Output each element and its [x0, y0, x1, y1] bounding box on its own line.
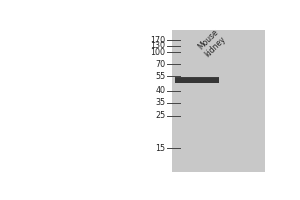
Text: 170: 170 — [150, 36, 165, 45]
Bar — [175, 77, 219, 78]
Text: 100: 100 — [150, 48, 165, 57]
Text: 55: 55 — [155, 72, 165, 81]
Text: 35: 35 — [155, 98, 165, 107]
Bar — [175, 77, 219, 83]
Bar — [172, 30, 266, 172]
Text: 70: 70 — [155, 60, 165, 69]
Text: Mouse
kidney: Mouse kidney — [196, 27, 228, 59]
Text: 15: 15 — [155, 144, 165, 153]
Text: 25: 25 — [155, 111, 165, 120]
Text: 130: 130 — [150, 41, 165, 50]
Text: 40: 40 — [155, 86, 165, 95]
